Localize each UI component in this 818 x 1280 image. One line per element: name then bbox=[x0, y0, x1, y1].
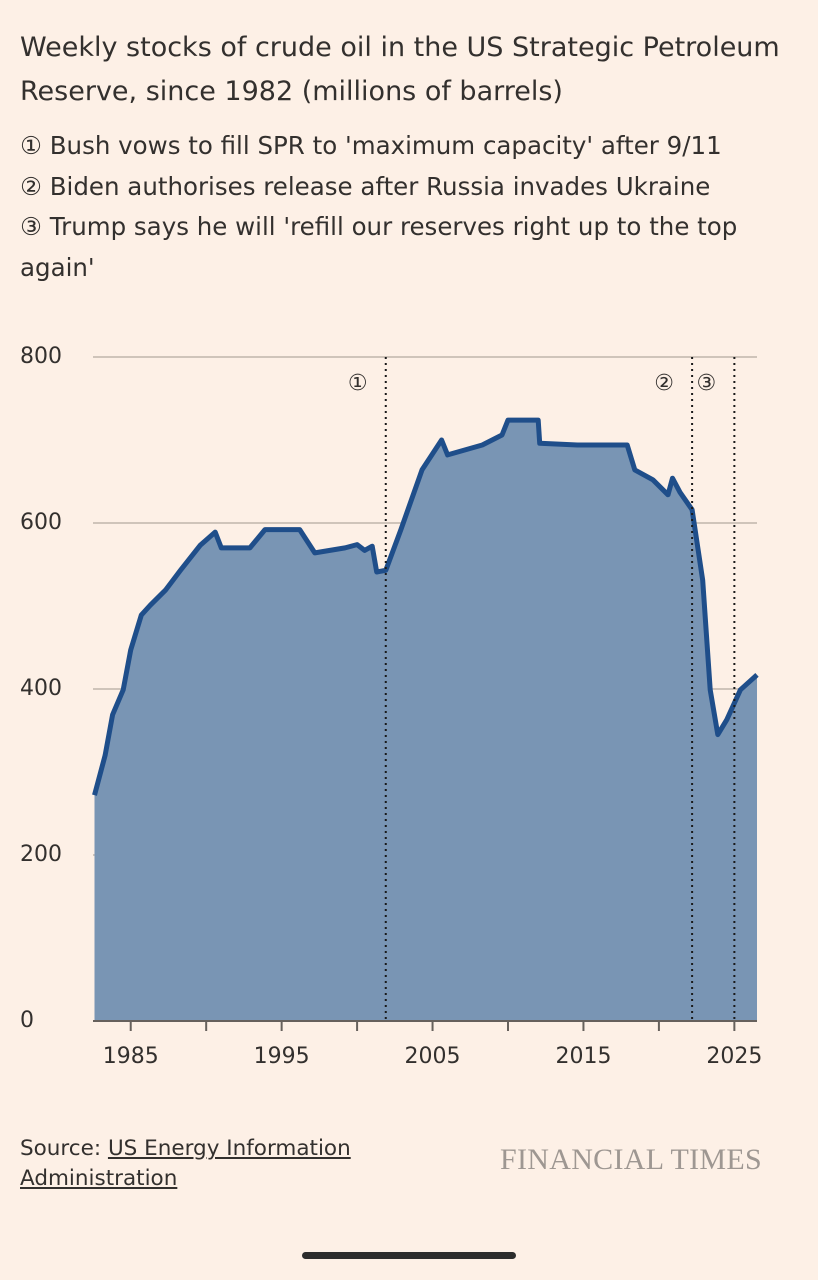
y-tick-label: 800 bbox=[20, 344, 62, 369]
event-label: ① bbox=[348, 371, 368, 396]
source: Source: US Energy Information Administra… bbox=[20, 1134, 360, 1194]
brand-logo: FINANCIAL TIMES bbox=[500, 1143, 763, 1176]
note: ① Bush vows to fill SPR to 'maximum capa… bbox=[20, 131, 722, 160]
event-label: ② bbox=[654, 371, 674, 396]
y-tick-label: 600 bbox=[20, 510, 62, 535]
home-indicator[interactable] bbox=[302, 1252, 516, 1259]
area bbox=[94, 420, 757, 1022]
x-tick-label: 1995 bbox=[254, 1044, 310, 1069]
notes: ① Bush vows to fill SPR to 'maximum capa… bbox=[20, 126, 780, 288]
x-tick-label: 2015 bbox=[555, 1044, 611, 1069]
source-label: Source: bbox=[20, 1136, 102, 1161]
x-tick-label: 2025 bbox=[706, 1044, 762, 1069]
x-tick-label: 1985 bbox=[103, 1044, 159, 1069]
chart: 0 200 400 600 800 1985 1995 2005 2015 2025 ① ② ③ bbox=[20, 344, 762, 1069]
y-tick-label: 200 bbox=[20, 842, 62, 867]
x-tick-label: 2005 bbox=[405, 1044, 461, 1069]
line bbox=[92, 417, 759, 796]
source-link[interactable]: US Energy Information Administration bbox=[20, 1136, 351, 1191]
y-tick-label: 400 bbox=[20, 676, 62, 701]
event-label: ③ bbox=[696, 371, 716, 396]
y-tick-label: 0 bbox=[20, 1008, 34, 1033]
note: ② Biden authorises release after Russia … bbox=[20, 171, 711, 201]
chart-title: Weekly stocks of crude oil in the US Str… bbox=[20, 32, 780, 107]
note: ③ Trump says he will 'refill our reserve… bbox=[20, 212, 738, 282]
